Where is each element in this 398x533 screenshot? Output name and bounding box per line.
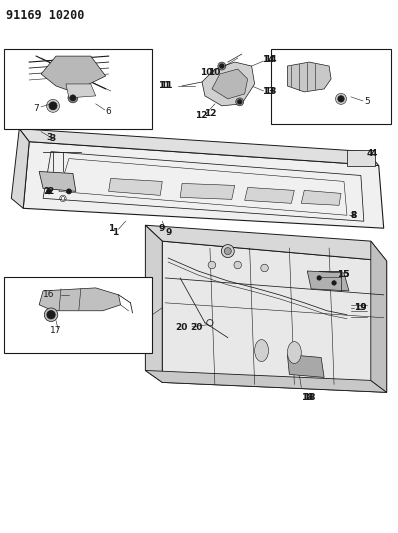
Circle shape <box>336 93 347 104</box>
Text: 11: 11 <box>158 82 170 91</box>
Text: 1: 1 <box>112 228 119 237</box>
Text: 9: 9 <box>165 228 172 237</box>
Circle shape <box>332 281 336 285</box>
Polygon shape <box>23 142 384 228</box>
Text: 4: 4 <box>367 149 373 158</box>
Text: 2: 2 <box>47 187 53 196</box>
Polygon shape <box>41 56 105 92</box>
Text: 9: 9 <box>159 224 165 233</box>
Circle shape <box>221 245 234 257</box>
Circle shape <box>61 197 65 200</box>
Circle shape <box>218 62 226 70</box>
Circle shape <box>44 308 58 321</box>
Text: 15: 15 <box>337 270 349 279</box>
Text: 12: 12 <box>204 109 217 118</box>
Polygon shape <box>371 241 387 392</box>
Text: 20: 20 <box>176 323 188 332</box>
Text: 14: 14 <box>263 54 276 63</box>
Text: 2: 2 <box>43 187 49 196</box>
Text: 11: 11 <box>160 82 172 91</box>
Polygon shape <box>145 225 162 382</box>
Bar <box>4 277 152 352</box>
Polygon shape <box>109 179 162 196</box>
Polygon shape <box>245 188 295 203</box>
Text: 10: 10 <box>199 68 212 77</box>
Circle shape <box>49 102 57 110</box>
Polygon shape <box>212 69 248 99</box>
Circle shape <box>47 189 51 194</box>
Text: 14: 14 <box>261 54 274 63</box>
Text: 3: 3 <box>47 133 53 142</box>
Polygon shape <box>39 288 121 311</box>
Text: 17: 17 <box>50 326 62 335</box>
Text: 3: 3 <box>50 134 56 143</box>
Text: 1: 1 <box>108 224 115 233</box>
Text: 19: 19 <box>354 303 367 312</box>
Polygon shape <box>287 62 331 92</box>
Text: 91169 10200: 91169 10200 <box>6 10 85 22</box>
Circle shape <box>261 264 268 272</box>
Polygon shape <box>145 225 387 261</box>
Bar <box>347 150 375 166</box>
Polygon shape <box>39 172 76 191</box>
Text: 8: 8 <box>351 211 357 220</box>
Text: 20: 20 <box>190 323 203 332</box>
Text: 10: 10 <box>208 68 220 77</box>
Polygon shape <box>66 84 96 98</box>
Circle shape <box>68 93 78 103</box>
Polygon shape <box>202 62 255 106</box>
Polygon shape <box>162 241 387 392</box>
Circle shape <box>70 95 76 101</box>
Circle shape <box>47 311 55 319</box>
Text: 18: 18 <box>301 393 314 402</box>
Polygon shape <box>307 271 349 291</box>
Polygon shape <box>11 129 29 208</box>
Circle shape <box>224 248 231 255</box>
Polygon shape <box>145 370 387 392</box>
Ellipse shape <box>255 340 269 361</box>
Text: 6: 6 <box>106 107 111 116</box>
Circle shape <box>47 99 59 112</box>
Polygon shape <box>19 129 379 166</box>
Circle shape <box>208 261 216 269</box>
Text: 12: 12 <box>195 111 208 120</box>
Text: 16: 16 <box>43 290 55 300</box>
Circle shape <box>238 100 242 104</box>
Text: 13: 13 <box>263 87 276 96</box>
Circle shape <box>317 276 321 280</box>
Text: 19: 19 <box>354 303 367 312</box>
Text: 5: 5 <box>364 98 370 107</box>
Circle shape <box>234 261 242 269</box>
Bar <box>4 49 152 129</box>
Text: 7: 7 <box>33 104 39 114</box>
Bar <box>271 49 391 124</box>
Text: 13: 13 <box>261 87 274 96</box>
Text: 18: 18 <box>303 393 316 402</box>
Circle shape <box>220 64 224 68</box>
Text: 4: 4 <box>371 149 377 158</box>
Polygon shape <box>301 190 341 205</box>
Text: 15: 15 <box>337 270 349 279</box>
Ellipse shape <box>287 342 301 364</box>
Circle shape <box>66 189 71 194</box>
Circle shape <box>236 98 244 106</box>
Circle shape <box>338 96 344 102</box>
Polygon shape <box>287 354 324 377</box>
Text: 8: 8 <box>351 211 357 220</box>
Polygon shape <box>180 183 235 199</box>
